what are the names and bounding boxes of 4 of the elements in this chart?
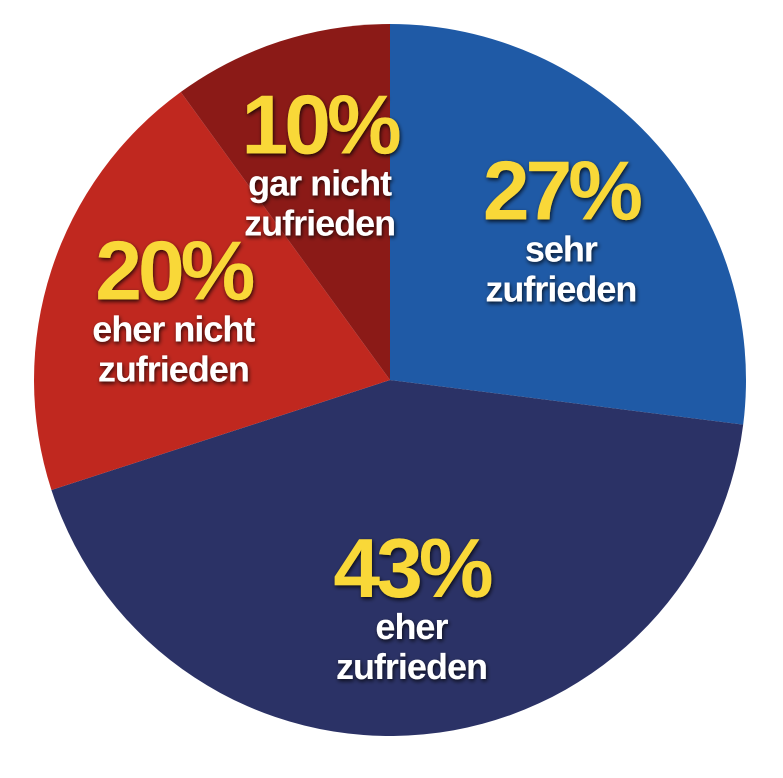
slice-label: eher zufrieden (336, 606, 487, 687)
slice-label: sehr zufrieden (485, 228, 636, 310)
pie-slice (51, 380, 744, 736)
slice-label: eher nicht zufrieden (92, 308, 256, 390)
